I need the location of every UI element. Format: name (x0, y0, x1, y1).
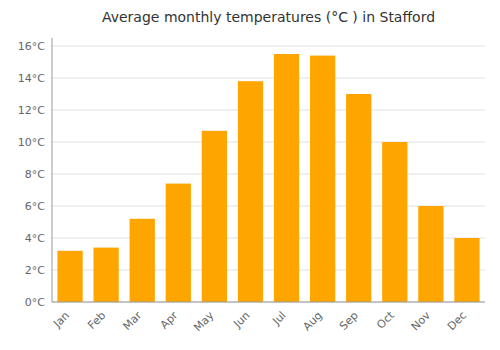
x-axis-line (52, 302, 485, 303)
y-tick-label: 10°C (18, 136, 45, 149)
y-tick-label: 6°C (25, 200, 45, 213)
y-tick-label: 2°C (25, 264, 45, 277)
grid-line (52, 142, 485, 143)
x-tick-label: Jun (231, 309, 253, 331)
x-tick-label: Oct (374, 308, 397, 331)
y-tick-label: 14°C (18, 72, 45, 85)
bar (418, 206, 443, 302)
y-tick-label: 12°C (18, 104, 45, 117)
y-tick-label: 8°C (25, 168, 45, 181)
bars (57, 54, 479, 302)
bar (346, 94, 371, 302)
bar (274, 54, 299, 302)
bar (57, 251, 82, 302)
x-tick-label: Feb (85, 309, 108, 332)
grid-line (52, 78, 485, 79)
x-axis: Jan Feb Mar Apr May Jun Jul Aug Sep Oct Nov Dec (50, 308, 469, 334)
x-tick-label: Dec (445, 309, 469, 333)
bar (238, 81, 263, 302)
x-tick-label: Mar (120, 309, 144, 333)
x-tick-label: Nov (409, 309, 434, 334)
grid-line (52, 46, 485, 47)
grid-line (52, 174, 485, 175)
x-tick-label: Jan (50, 309, 72, 331)
y-axis: 0°C 2°C 4°C 6°C 8°C 10°C 12°C 14°C 16°C (18, 40, 485, 309)
bar (130, 219, 155, 302)
x-tick-label: May (191, 309, 217, 335)
x-tick-label: Aug (300, 309, 324, 333)
bar (202, 131, 227, 302)
bar (93, 248, 118, 302)
x-tick-label: Apr (158, 309, 181, 332)
bar (382, 142, 407, 302)
chart: Average monthly temperatures (°C ) in St… (0, 0, 500, 350)
y-tick-label: 4°C (25, 232, 45, 245)
grid-line (52, 110, 485, 111)
x-tick-label: Sep (337, 309, 361, 333)
x-tick-label: Jul (269, 309, 288, 328)
bar (454, 238, 479, 302)
y-tick-label: 0°C (25, 296, 45, 309)
y-tick-label: 16°C (18, 40, 45, 53)
title: Average monthly temperatures (°C ) in St… (102, 9, 435, 25)
y-axis-line (52, 38, 53, 302)
bar (310, 56, 335, 302)
grid-line (52, 302, 485, 303)
bar (166, 184, 191, 302)
